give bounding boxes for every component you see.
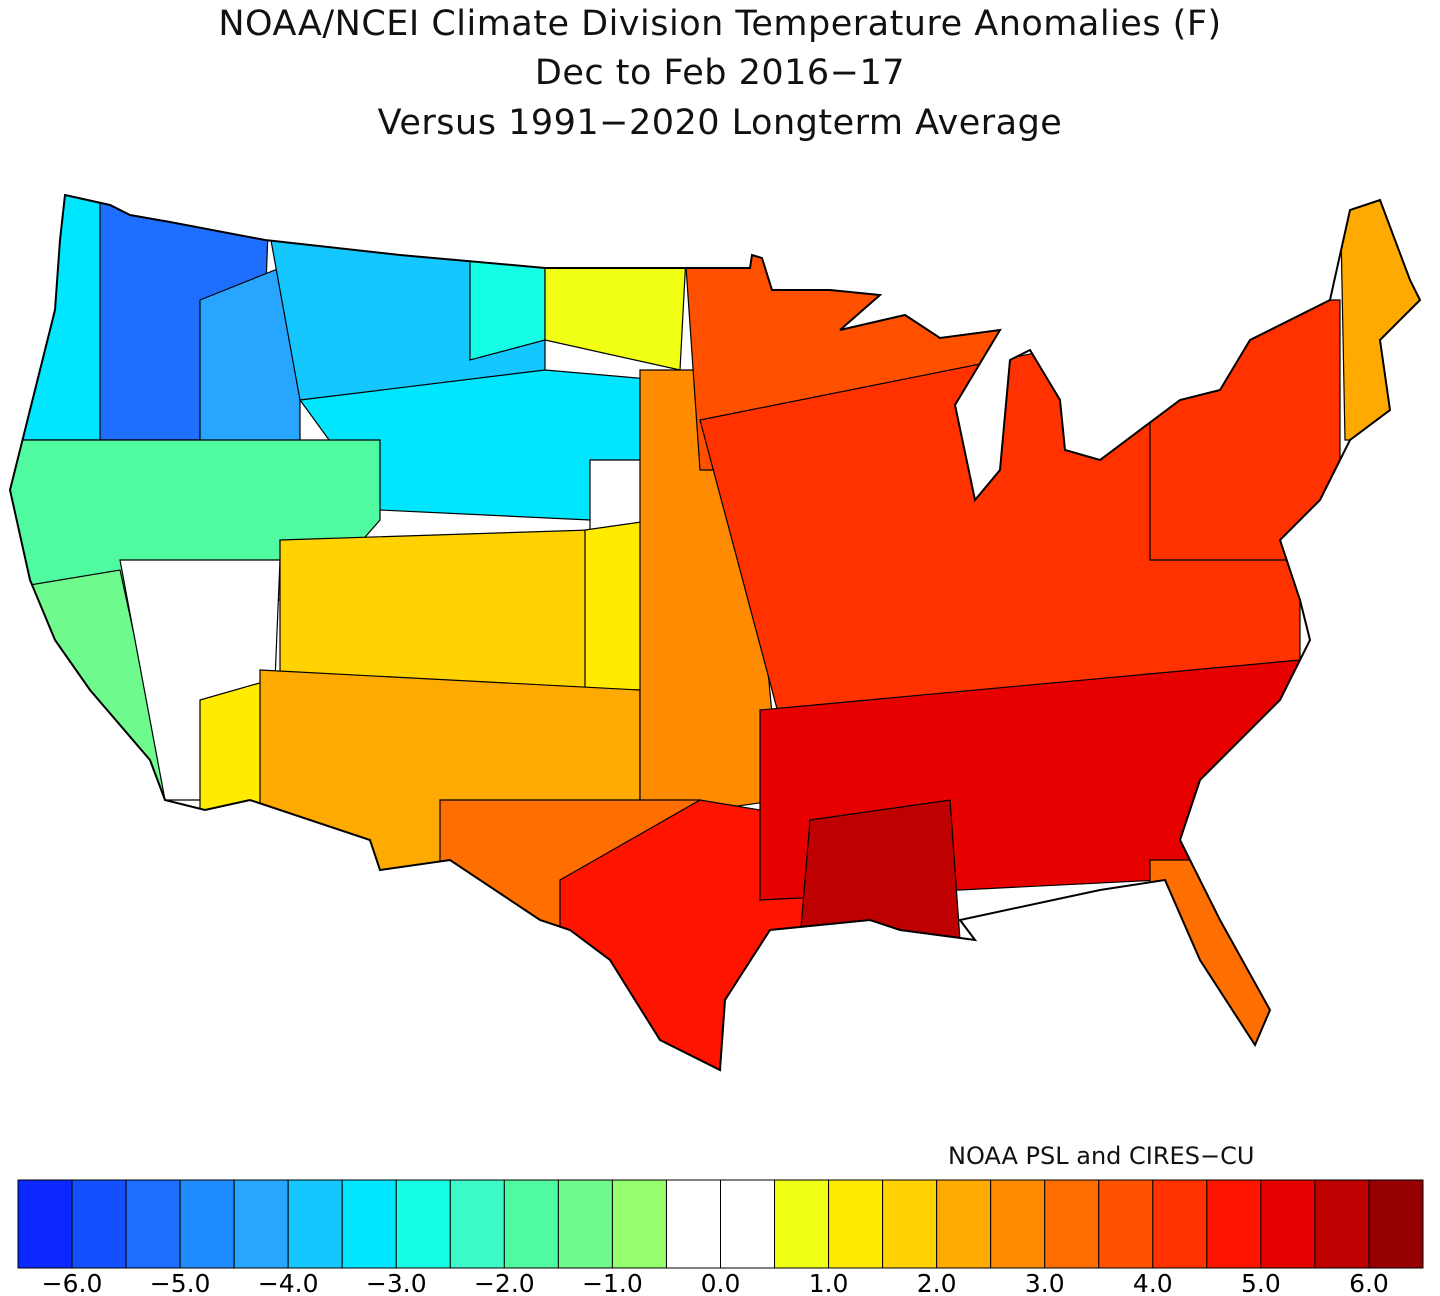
legend-swatch: [990, 1179, 1046, 1269]
legend-swatch: [882, 1179, 938, 1269]
legend-tick-label: 6.0: [1349, 1269, 1389, 1296]
legend-swatch: [71, 1179, 127, 1269]
legend-tick-label: 4.0: [1133, 1269, 1173, 1296]
region-north-dakota-east: [544, 195, 691, 371]
legend-tick-label: −4.0: [258, 1269, 319, 1296]
color-legend: −6.0 −5.0 −4.0 −3.0 −2.0 −1.0 0.0 1.0 2.0 3.0 4.0 5…: [17, 1179, 1424, 1296]
legend-swatch: [936, 1179, 992, 1269]
region-utah-colorado: [279, 529, 591, 691]
legend-swatch: [395, 1179, 451, 1269]
legend-tick-label: 0.0: [701, 1269, 741, 1296]
legend-swatch: [287, 1179, 343, 1269]
legend-swatch: [828, 1179, 884, 1269]
legend-swatch: [1314, 1179, 1370, 1269]
legend-swatch: [665, 1179, 722, 1269]
legend-swatch: [1044, 1179, 1100, 1269]
legend-tick-label: −2.0: [474, 1269, 535, 1296]
region-maine: [1339, 195, 1420, 441]
legend-swatch: [17, 1179, 73, 1269]
legend-swatch: [774, 1179, 830, 1269]
legend-tick-label: 2.0: [917, 1269, 957, 1296]
region-louisiana-mississippi: [799, 799, 961, 941]
legend-swatch: [341, 1179, 397, 1269]
legend-tick-label: 3.0: [1025, 1269, 1065, 1296]
legend-swatch: [449, 1179, 505, 1269]
anomaly-map: [9, 194, 1421, 1071]
legend-swatch: [125, 1179, 181, 1269]
legend-swatch: [503, 1179, 559, 1269]
region-north-dakota-west: [469, 195, 546, 361]
legend-tick-label: −1.0: [582, 1269, 643, 1296]
legend-swatch: [1260, 1179, 1316, 1269]
legend-tick-label: −6.0: [42, 1269, 103, 1296]
legend-swatch: [233, 1179, 289, 1269]
credit-text: NOAA PSL and CIRES−CU: [948, 1142, 1255, 1170]
legend-swatch: [1098, 1179, 1154, 1269]
legend-swatch: [179, 1179, 235, 1269]
legend-tick-label: −5.0: [150, 1269, 211, 1296]
legend-swatch: [1152, 1179, 1208, 1269]
legend-swatch: [1206, 1179, 1262, 1269]
legend-tick-label: 5.0: [1241, 1269, 1281, 1296]
legend-tick-label: −3.0: [366, 1269, 427, 1296]
legend-swatch: [720, 1179, 776, 1269]
legend-tick-label: 1.0: [809, 1269, 849, 1296]
map-baseline: Versus 1991−2020 Longterm Average: [377, 103, 1063, 143]
legend-swatch: [611, 1179, 667, 1269]
legend-swatch: [557, 1179, 613, 1269]
map-period: Dec to Feb 2016−17: [534, 53, 906, 93]
legend-swatch: [1368, 1179, 1424, 1269]
map-title: NOAA/NCEI Climate Division Temperature A…: [218, 4, 1222, 44]
region-northeast: [1149, 299, 1341, 561]
